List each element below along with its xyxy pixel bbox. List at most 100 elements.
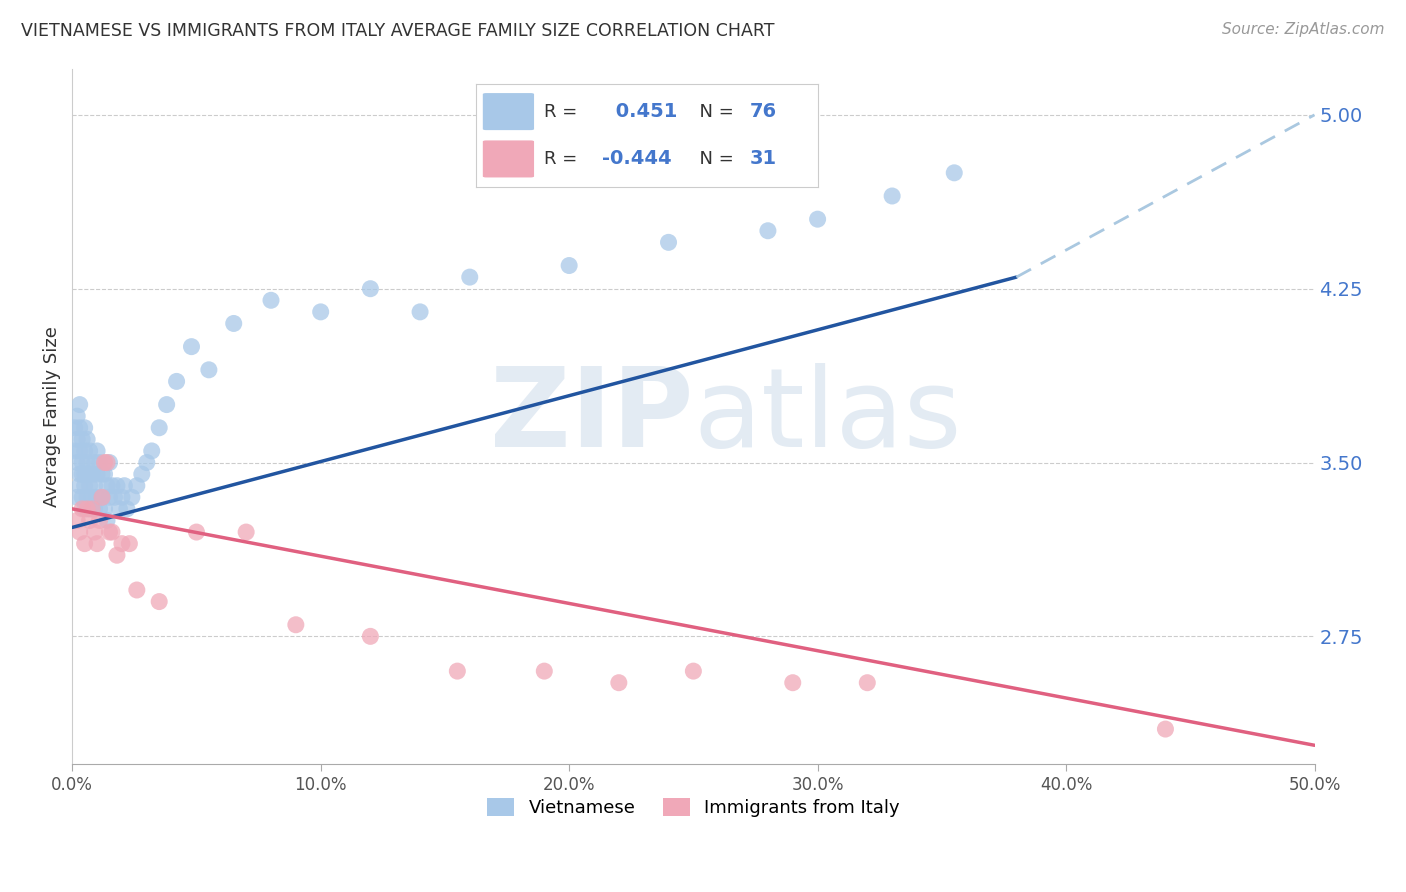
Point — [69, 467, 91, 482]
Text: VIETNAMESE VS IMMIGRANTS FROM ITALY AVERAGE FAMILY SIZE CORRELATION CHART: VIETNAMESE VS IMMIGRANTS FROM ITALY AVER… — [21, 22, 775, 40]
Point — [141, 444, 163, 458]
Point — [89, 501, 111, 516]
Point — [86, 491, 108, 505]
Point — [105, 479, 128, 493]
Point — [83, 479, 105, 493]
Point — [657, 235, 679, 250]
Point — [96, 479, 118, 493]
Legend: Vietnamese, Immigrants from Italy: Vietnamese, Immigrants from Italy — [479, 790, 907, 824]
Point — [91, 491, 114, 505]
Point — [79, 513, 101, 527]
Point — [70, 491, 93, 505]
Point — [105, 548, 128, 562]
Point — [180, 340, 202, 354]
Point — [156, 398, 179, 412]
Point — [125, 582, 148, 597]
Point — [83, 456, 105, 470]
Point — [82, 501, 104, 516]
Point — [98, 491, 121, 505]
Point — [66, 409, 89, 424]
Point — [86, 536, 108, 550]
Point — [96, 456, 118, 470]
Point — [198, 363, 221, 377]
Point — [108, 501, 131, 516]
Point — [93, 501, 115, 516]
Point — [943, 166, 966, 180]
Text: Source: ZipAtlas.com: Source: ZipAtlas.com — [1222, 22, 1385, 37]
Point — [76, 501, 98, 516]
Point — [66, 513, 89, 527]
Point — [98, 456, 121, 470]
Point — [284, 617, 307, 632]
Point — [409, 305, 432, 319]
Point — [111, 491, 134, 505]
Point — [73, 501, 96, 516]
Point — [63, 421, 86, 435]
Point — [69, 479, 91, 493]
Point — [73, 467, 96, 482]
Point — [103, 491, 125, 505]
Text: ZIP: ZIP — [491, 363, 693, 470]
Point — [93, 456, 115, 470]
Point — [73, 479, 96, 493]
Point — [682, 664, 704, 678]
Point — [148, 594, 170, 608]
Y-axis label: Average Family Size: Average Family Size — [44, 326, 60, 507]
Point — [782, 675, 804, 690]
Point — [1154, 722, 1177, 736]
Point — [101, 524, 124, 539]
Point — [186, 524, 208, 539]
Point — [83, 501, 105, 516]
Point — [73, 444, 96, 458]
Point — [86, 467, 108, 482]
Point — [98, 524, 121, 539]
Point — [69, 524, 91, 539]
Point — [756, 224, 779, 238]
Point — [70, 456, 93, 470]
Point — [86, 444, 108, 458]
Point — [70, 433, 93, 447]
Point — [359, 629, 381, 643]
Point — [111, 536, 134, 550]
Point — [131, 467, 153, 482]
Point — [93, 467, 115, 482]
Point — [79, 444, 101, 458]
Point — [69, 421, 91, 435]
Point — [76, 467, 98, 482]
Point — [533, 664, 555, 678]
Point — [135, 456, 157, 470]
Point — [89, 456, 111, 470]
Point — [73, 421, 96, 435]
Point — [166, 375, 188, 389]
Point — [607, 675, 630, 690]
Point — [101, 479, 124, 493]
Point — [96, 513, 118, 527]
Point — [66, 433, 89, 447]
Point — [91, 491, 114, 505]
Text: atlas: atlas — [693, 363, 962, 470]
Point — [309, 305, 332, 319]
Point — [79, 479, 101, 493]
Point — [558, 259, 581, 273]
Point — [66, 491, 89, 505]
Point — [66, 456, 89, 470]
Point — [79, 467, 101, 482]
Point — [807, 212, 830, 227]
Point — [148, 421, 170, 435]
Point — [70, 501, 93, 516]
Point — [91, 467, 114, 482]
Point — [89, 513, 111, 527]
Point — [118, 536, 141, 550]
Point — [359, 282, 381, 296]
Point — [125, 479, 148, 493]
Point — [121, 491, 143, 505]
Point — [112, 479, 135, 493]
Point — [69, 444, 91, 458]
Point — [446, 664, 468, 678]
Point — [458, 270, 481, 285]
Point — [82, 467, 104, 482]
Point — [79, 501, 101, 516]
Point — [235, 524, 257, 539]
Point — [115, 501, 138, 516]
Point — [76, 456, 98, 470]
